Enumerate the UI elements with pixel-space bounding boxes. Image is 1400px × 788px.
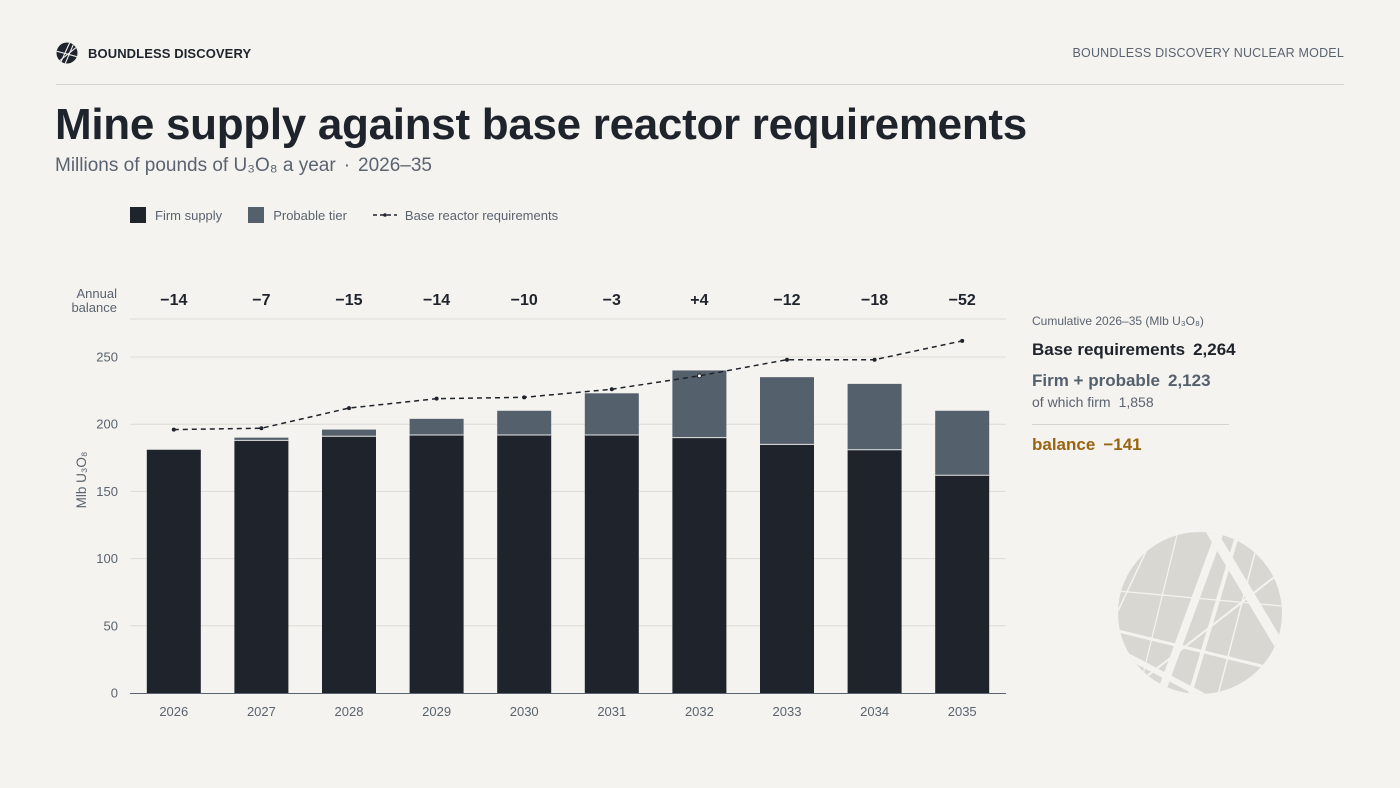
x-tick-label: 2027: [247, 704, 276, 719]
summary-firm-only: of which firm 1,858: [1032, 394, 1232, 410]
annual-balance-value: −18: [861, 292, 888, 309]
y-axis-label: Mlb U₃O₈: [74, 452, 89, 509]
bar-probable-2034: [847, 383, 902, 450]
bar-probable-2028: [322, 429, 376, 437]
requirements-point-2032: [696, 373, 702, 379]
report-label: BOUNDLESS DISCOVERY NUCLEAR MODEL: [1072, 46, 1344, 60]
annual-balance-label: balance: [71, 300, 117, 315]
y-tick-label: 250: [96, 350, 118, 365]
annual-balance-value: −14: [160, 292, 187, 309]
summary-firm-only-label: of which firm: [1032, 394, 1111, 410]
requirements-point-2035: [960, 338, 965, 343]
bar-firm-2032: [672, 437, 727, 693]
x-tick-label: 2029: [422, 704, 451, 719]
summary-balance-label: balance: [1032, 435, 1096, 454]
bar-firm-2029: [409, 434, 464, 693]
legend-item-requirements: Base reactor requirements: [372, 207, 559, 223]
x-tick-label: 2034: [860, 704, 889, 719]
legend-label-firm: Firm supply: [155, 207, 223, 223]
requirements-point-2027: [259, 426, 264, 431]
requirements-point-2031: [609, 387, 614, 392]
bar-probable-2027: [234, 437, 289, 441]
y-tick-label: 0: [111, 686, 118, 701]
summary-firm-probable-value: 2,123: [1168, 371, 1211, 390]
chart-legend: Firm supply Probable tier Base reactor r…: [130, 207, 584, 223]
legend-item-firm: Firm supply: [130, 207, 222, 223]
annual-balance-value: −14: [423, 292, 450, 309]
summary-divider: [1032, 424, 1229, 425]
annual-balance-value: −7: [252, 292, 270, 309]
summary-balance: balance −141: [1032, 435, 1232, 455]
page-title: Mine supply against base reactor require…: [55, 100, 1027, 149]
cumulative-summary: Cumulative 2026–35 (Mlb U₃O₈) Base requi…: [1032, 314, 1236, 455]
x-tick-label: 2030: [510, 704, 539, 719]
legend-swatch-firm: [130, 207, 146, 223]
bar-firm-2035: [935, 475, 990, 693]
page-subtitle: Millions of pounds of U₃O₈ a year · 2026–3…: [55, 155, 432, 177]
x-tick-label: 2026: [159, 704, 188, 719]
summary-balance-value: −141: [1103, 435, 1142, 454]
x-tick-label: 2032: [685, 704, 714, 719]
summary-firm-probable: Firm + probable 2,123: [1032, 371, 1232, 391]
page-header: BOUNDLESS DISCOVERY BOUNDLESS DISCOVERY …: [56, 42, 1344, 66]
split-globe-icon: [56, 42, 78, 64]
bar-probable-2035: [935, 410, 990, 476]
bar-probable-2031: [584, 393, 639, 435]
x-tick-label: 2028: [335, 704, 364, 719]
legend-swatch-requirements: [372, 213, 397, 217]
requirements-point-2026: [171, 427, 176, 432]
y-tick-label: 200: [96, 417, 118, 432]
annual-balance-value: +4: [690, 292, 708, 309]
bar-probable-2033: [760, 377, 814, 445]
requirements-point-2034: [872, 357, 877, 362]
bar-firm-2033: [760, 444, 814, 693]
y-tick-label: 100: [96, 551, 118, 566]
summary-requirements: Base requirements 2,264: [1032, 340, 1236, 360]
bar-firm-2027: [234, 440, 289, 693]
bar-probable-2030: [497, 410, 552, 435]
requirements-point-2030: [522, 395, 527, 400]
bar-firm-2031: [584, 434, 639, 693]
globe-watermark-icon: [1118, 532, 1282, 694]
legend-label-probable: Probable tier: [273, 207, 347, 223]
bar-probable-2029: [409, 418, 464, 435]
x-tick-label: 2033: [773, 704, 802, 719]
summary-heading: Cumulative 2026–35 (Mlb U₃O₈): [1032, 314, 1204, 328]
annual-balance-label: Annual: [77, 286, 118, 301]
annual-balance-value: −12: [773, 292, 800, 309]
bar-firm-2026: [146, 449, 201, 693]
annual-balance-value: −10: [511, 292, 538, 309]
header-divider: [56, 84, 1344, 85]
legend-swatch-probable: [248, 207, 265, 223]
summary-requirements-value: 2,264: [1193, 340, 1236, 359]
y-tick-label: 50: [104, 618, 118, 633]
annual-balance-value: −15: [335, 292, 362, 309]
bar-firm-2034: [847, 449, 902, 693]
brand-name: BOUNDLESS DISCOVERY: [88, 45, 252, 61]
x-tick-label: 2035: [948, 704, 977, 719]
requirements-point-2029: [434, 396, 439, 401]
requirements-point-2033: [785, 357, 789, 362]
bar-firm-2030: [497, 434, 552, 693]
requirements-line: [173, 340, 963, 431]
summary-requirements-label: Base requirements: [1032, 340, 1186, 359]
subtitle-period: 2026–35: [358, 155, 432, 176]
annual-balance-value: −52: [949, 292, 976, 309]
x-tick-label: 2031: [597, 704, 626, 719]
summary-firm-only-value: 1,858: [1118, 394, 1154, 410]
legend-label-requirements: Base reactor requirements: [404, 207, 559, 223]
subtitle-unit: Millions of pounds of U₃O₈ a year: [55, 155, 336, 176]
subtitle-separator: ·: [343, 155, 351, 176]
requirements-point-2028: [347, 406, 351, 411]
annual-balance-value: −3: [603, 292, 621, 309]
brand: BOUNDLESS DISCOVERY: [56, 42, 251, 64]
summary-firm-probable-label: Firm + probable: [1032, 371, 1160, 390]
bar-probable-2032: [672, 370, 727, 438]
y-tick-label: 150: [96, 484, 118, 499]
legend-item-probable: Probable tier: [248, 207, 347, 223]
bar-firm-2028: [322, 436, 376, 693]
